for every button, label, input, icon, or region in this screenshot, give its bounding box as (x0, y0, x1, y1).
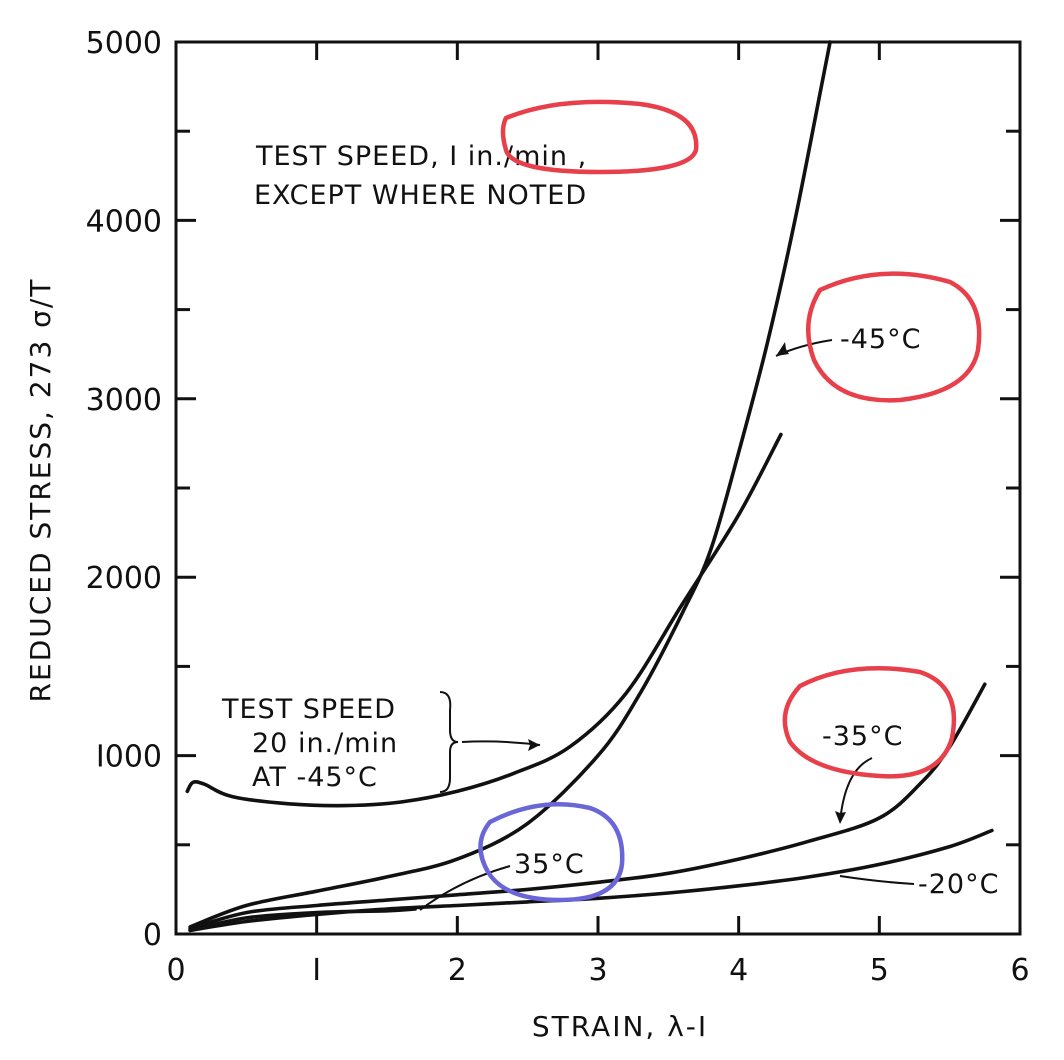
label-minus-20c-leader (839, 875, 915, 885)
y-tick-label: 0 (143, 918, 162, 953)
x-tick-label: 3 (588, 953, 607, 988)
x-tick-label: 4 (729, 953, 748, 988)
label-minus-20c: -20°C (918, 869, 999, 900)
axis-ticks (174, 40, 1022, 936)
label-plus-35c: 35°C (514, 849, 585, 880)
curve-45-c (188, 40, 832, 929)
y-tick-label: 2000 (86, 561, 162, 596)
fast-speed-arrowhead (528, 739, 540, 751)
y-tick-label: 4000 (86, 204, 162, 239)
curve-35-c (188, 682, 987, 931)
x-tick-label: 0 (166, 953, 185, 988)
test-speed-note-line-2: EXCEPT WHERE NOTED (254, 180, 587, 211)
fast-speed-brace (439, 691, 459, 793)
axis-tick-labels: 0 I 2 3 4 5 6 0 I000 2000 3000 4000 5000 (86, 26, 1030, 988)
fast-speed-note-line-1: TEST SPEED (221, 694, 396, 725)
plot-frame (174, 40, 1022, 936)
y-tick-label: I000 (96, 740, 162, 775)
label-plus-35c-leader (419, 865, 511, 911)
x-tick-label: I (312, 953, 321, 988)
y-tick-label: 5000 (86, 26, 162, 61)
y-tick-label: 3000 (86, 383, 162, 418)
curve-20-c (188, 828, 994, 933)
label-minus-35c-leader (839, 757, 873, 823)
red-highlight-test-speed (500, 99, 699, 175)
data-curves (185, 40, 994, 933)
x-tick-label: 2 (448, 953, 467, 988)
label-minus-45c: -45°C (840, 324, 921, 355)
fast-speed-note-line-3: AT -45°C (252, 762, 378, 793)
x-tick-label: 6 (1010, 953, 1029, 988)
fast-speed-note-line-2: 20 in./min (252, 728, 398, 759)
red-highlight-minus-35c (782, 665, 957, 779)
fast-speed-leader (461, 740, 541, 746)
label-minus-35c-arrowhead (835, 811, 846, 824)
curve-test-speed-20-in-min-at-45-c (185, 432, 783, 808)
label-minus-35c: -35°C (822, 721, 903, 752)
label-minus-45c-arrowhead (776, 342, 789, 356)
x-axis-title: STRAIN, λ-I (532, 1010, 708, 1043)
red-highlight-minus-45c (806, 271, 982, 403)
x-tick-label: 5 (870, 953, 889, 988)
y-axis-title: REDUCED STRESS, 273 σ/T (24, 278, 57, 703)
blue-highlight-plus-35c (478, 802, 625, 903)
